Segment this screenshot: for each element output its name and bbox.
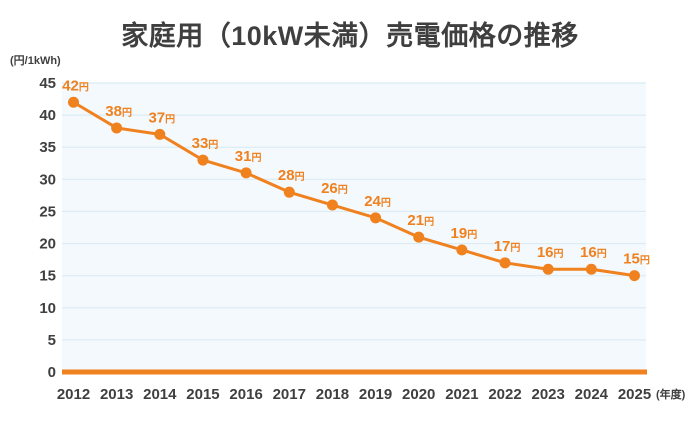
x-tick-label: 2022 [488,386,521,403]
data-label: 37円 [148,109,175,126]
data-point [111,122,123,134]
data-label: 24円 [364,193,391,210]
x-tick-label: 2023 [532,386,565,403]
data-point [283,186,295,198]
x-tick-label: 2021 [445,386,478,403]
page-title: 家庭用（10kW未満）売電価格の推移 [121,21,579,51]
x-tick-label: 2019 [359,386,392,403]
x-tick-label: 2017 [273,386,306,403]
data-point [585,263,597,275]
x-tick-label: 2024 [575,386,609,403]
data-label: 16円 [580,244,607,261]
y-tick-label: 20 [39,236,56,253]
data-point [456,244,468,256]
y-tick-label: 35 [39,139,56,156]
series-line [72,100,635,278]
y-tick-label: 10 [39,300,56,317]
y-tick-label: 45 [39,75,56,92]
x-tick-label: 2015 [186,386,219,403]
y-tick-label: 5 [48,332,56,349]
x-tick-label: 2014 [143,386,177,403]
x-axis-unit-label: (年度) [656,387,686,401]
x-tick-label: 2025 [618,386,651,403]
data-label: 26円 [321,180,348,197]
data-label: 16円 [537,244,564,261]
y-tick-label: 15 [39,268,56,285]
data-label: 31円 [235,148,262,165]
x-tick-label: 2020 [402,386,435,403]
x-tick-label: 2012 [57,386,90,403]
x-tick-label: 2016 [229,386,262,403]
data-label: 33円 [192,135,219,152]
x-tick-label: 2018 [316,386,349,403]
data-label: 21円 [407,212,434,229]
data-point [154,128,166,140]
data-point [542,263,554,275]
data-point [629,270,640,282]
data-point [499,257,511,269]
y-tick-label: 25 [39,203,56,220]
data-point [197,154,209,166]
y-tick-label: 0 [48,364,56,381]
data-label: 42円 [62,77,89,94]
data-label: 15円 [623,251,650,268]
data-point [326,199,338,211]
data-label: 19円 [451,225,478,242]
y-tick-label: 30 [39,171,56,188]
data-label: 38円 [105,103,132,120]
data-point [370,212,382,224]
x-tick-label: 2013 [100,386,133,403]
data-label: 28円 [278,167,305,184]
y-axis-unit-label: (円/1kWh) [10,55,61,67]
data-point [413,231,425,243]
data-label: 17円 [494,238,521,255]
y-tick-label: 40 [39,107,56,124]
data-point [240,167,252,179]
data-point [68,96,79,108]
